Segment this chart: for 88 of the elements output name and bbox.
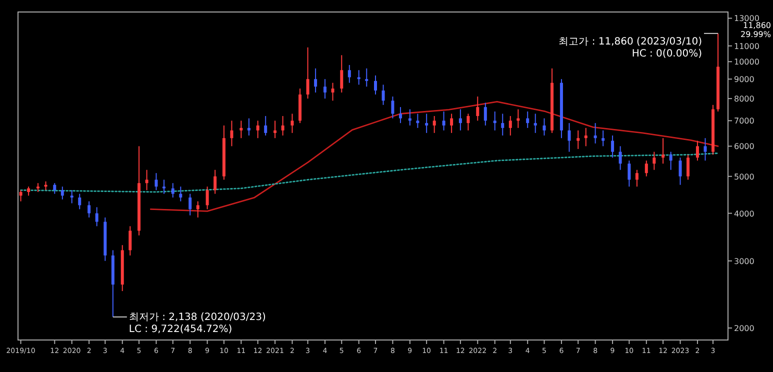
candlestick [206,186,209,210]
line-series [20,152,719,193]
candlestick [576,130,580,150]
candlestick [493,110,496,131]
candlestick [704,138,707,162]
candlestick [290,113,294,134]
y-tick-label: 3000 [734,256,754,266]
candlestick [365,68,368,88]
candlestick [602,130,605,147]
candlestick [53,182,56,194]
y-tick-label: 7000 [734,116,754,126]
candlestick [281,116,284,136]
candlestick [314,68,318,93]
y-tick-label: 5000 [734,172,754,182]
candlestick [594,122,597,144]
candlestick [162,179,166,194]
candlestick [196,200,200,218]
annotation: HC : 0(0.00%) [632,48,702,60]
candlestick [214,169,217,194]
candlestick [669,151,672,170]
candlestick [374,74,377,95]
candlestick [618,146,622,170]
candlestick [256,120,260,139]
candlestick [398,106,402,124]
candlestick [542,118,546,136]
candlestick [611,135,614,158]
candlestick [696,140,699,162]
candlestick [95,206,98,227]
candlestick [247,118,250,136]
y-tick-label: 9000 [734,75,754,84]
candlestick [78,193,82,210]
candlestick [678,157,682,186]
candlestick [584,127,588,147]
candlestick [432,116,436,134]
text: 29.99% [740,30,772,39]
y-tick-label: 8000 [734,94,754,104]
candlestick [145,169,148,191]
y-tick-label: 10000 [734,58,760,67]
candlestick [264,116,268,136]
candlestick [331,82,334,102]
candlestick [391,96,394,119]
candlestick [27,186,30,196]
candlestick [458,108,462,131]
candlestick [154,172,158,191]
candlestick [274,120,277,139]
candlestick [382,84,385,106]
candlestick [230,120,234,147]
candlestick [60,186,64,200]
candlestick [466,113,470,131]
line-series [150,101,719,212]
candlestick [652,151,656,170]
y-tick-label: 6000 [734,142,754,152]
candlestick [70,190,74,204]
candlestick [188,193,192,216]
candlestick [476,96,480,122]
candlestick [323,78,326,100]
y-tick-label: 2000 [734,324,754,333]
candlestick [644,160,648,177]
candlestick [442,110,446,131]
annotation: 최고가 : 11,860 (2023/03/10) [558,36,702,48]
candlestick [425,113,428,134]
candlestick [171,182,174,198]
candlestick [340,54,344,93]
candlestick [306,46,310,100]
candlestick [416,113,420,128]
candlestick [348,64,351,84]
candlestick [240,120,243,139]
annotation: LC : 9,722(454.72%) [128,324,232,335]
candlestick [635,169,638,188]
candlestick [628,160,631,188]
candlestick [88,200,91,218]
y-tick-label: 13000 [734,14,760,24]
candlestick [501,113,504,136]
candlestick [128,226,132,256]
candlestick [450,113,454,134]
text: 11,860 [743,21,771,30]
annotation: 최저가 : 2,138 (2020/03/23) [128,312,266,323]
candlestick [534,113,537,134]
y-tick-label: 11000 [734,42,760,51]
candlestick [19,190,22,202]
candlestick [484,102,487,126]
candlestick [686,154,690,180]
candlestick [179,186,182,202]
candlestick [508,116,512,136]
candlestick [662,138,665,164]
y-tick-label: 4000 [734,209,754,218]
candlestick [568,122,571,152]
candlestick [526,110,530,128]
